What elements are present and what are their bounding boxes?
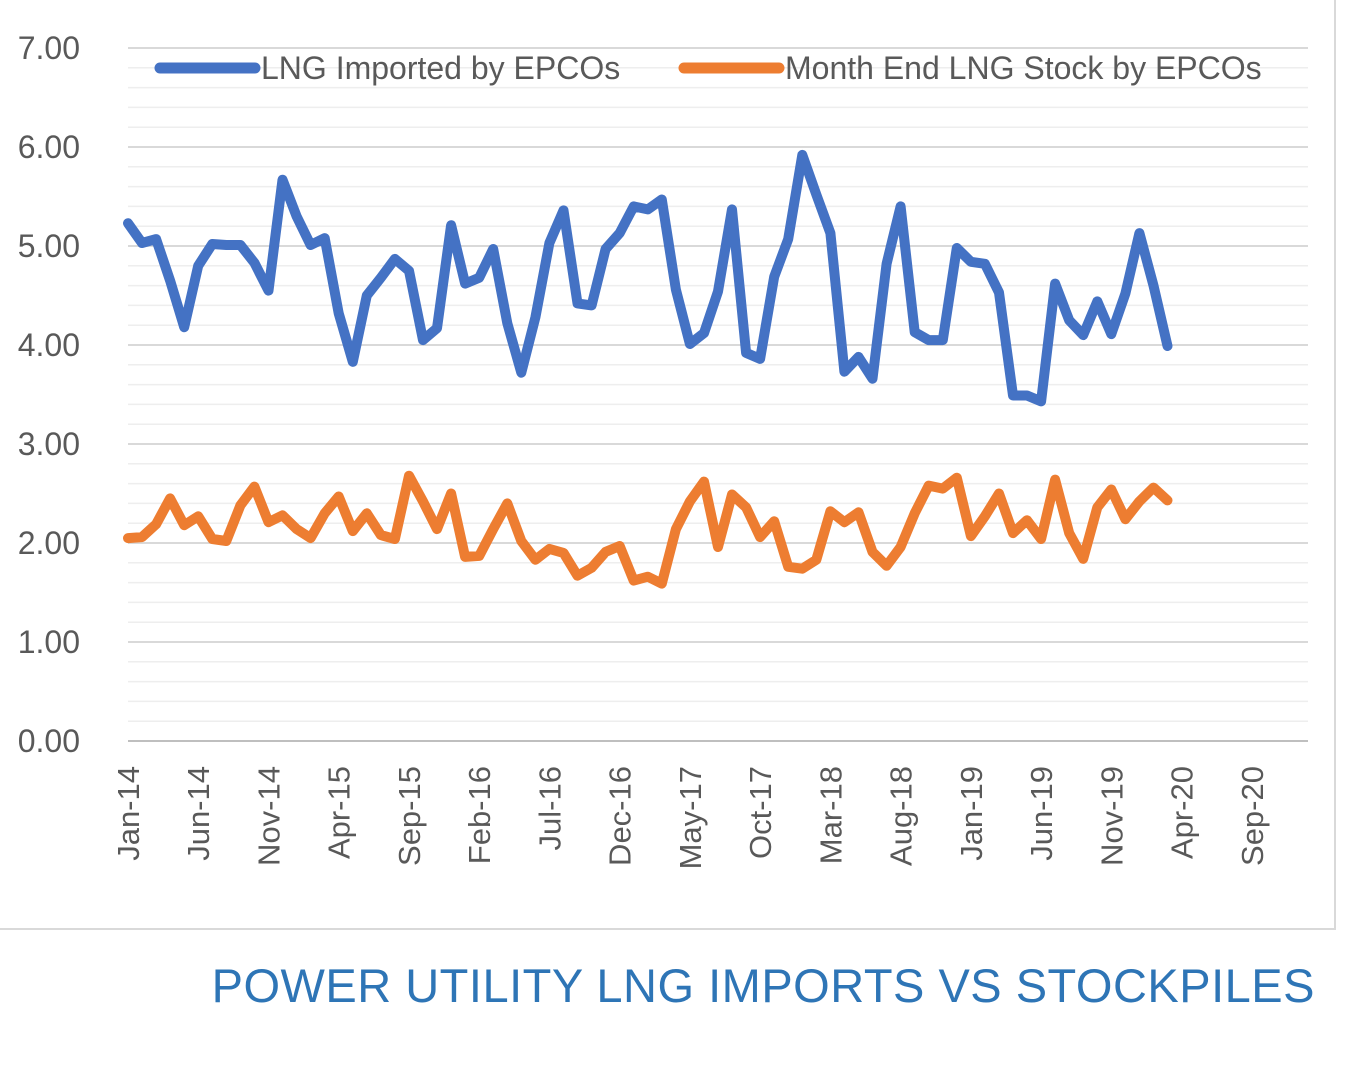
series-line-stock (123, 470, 1173, 589)
x-tick-label: Jun-19 (1024, 766, 1059, 861)
y-axis-ticks: 0.00 1.00 2.00 3.00 4.00 5.00 6.00 7.00 (18, 30, 80, 759)
x-tick-label: Mar-18 (813, 766, 848, 864)
legend: LNG Imported by EPCOs Month End LNG Stoc… (154, 50, 1262, 86)
x-tick-label: Feb-16 (462, 766, 497, 864)
legend-label-imports: LNG Imported by EPCOs (261, 50, 620, 86)
y-tick-label: 7.00 (18, 30, 80, 66)
x-tick-label: Sep-20 (1235, 766, 1270, 866)
chart-frame: 0.00 1.00 2.00 3.00 4.00 5.00 6.00 7.00 Jan-14 J… (0, 0, 1336, 930)
y-tick-label: 3.00 (18, 426, 80, 462)
x-tick-label: Oct-17 (743, 766, 778, 859)
gridlines (128, 47, 1308, 742)
series-line-imports (123, 149, 1173, 407)
y-tick-label: 2.00 (18, 525, 80, 561)
x-tick-label: Apr-20 (1165, 766, 1200, 859)
y-tick-label: 1.00 (18, 624, 80, 660)
y-tick-label: 6.00 (18, 129, 80, 165)
x-tick-label: Jan-19 (954, 766, 989, 861)
x-tick-label: Jul-16 (532, 766, 567, 850)
chart-caption: POWER UTILITY LNG IMPORTS VS STOCKPILES (211, 959, 1315, 1012)
x-tick-label: Sep-15 (392, 766, 427, 866)
x-tick-label: Jan-14 (111, 766, 146, 861)
x-tick-label: Aug-18 (884, 766, 919, 866)
y-tick-label: 5.00 (18, 228, 80, 264)
x-tick-label: Jun-14 (181, 766, 216, 861)
y-tick-label: 4.00 (18, 327, 80, 363)
y-tick-label: 0.00 (18, 723, 80, 759)
x-tick-label: May-17 (673, 766, 708, 869)
line-chart: 0.001.002.003.004.005.006.007.00 Jan-14 J… (18, 30, 1308, 869)
x-axis-ticks: Jan-14 Jun-14 Nov-14 Apr-15 Sep-15 Feb-16 Jul-… (111, 766, 1270, 869)
x-tick-label: Dec-16 (603, 766, 638, 866)
x-tick-label: Apr-15 (322, 766, 357, 859)
x-tick-label: Nov-19 (1094, 766, 1129, 866)
legend-label-stock: Month End LNG Stock by EPCOs (785, 50, 1262, 86)
x-tick-label: Nov-14 (251, 766, 286, 866)
series-lines (123, 149, 1173, 589)
